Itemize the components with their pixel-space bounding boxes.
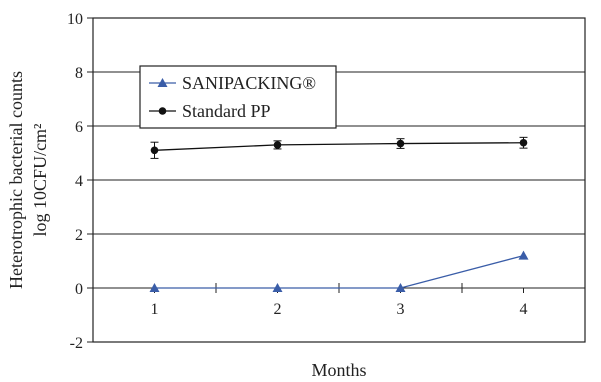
x-tick-label: 1: [151, 301, 159, 318]
data-point-circle: [150, 146, 159, 155]
y-tick-label: 2: [75, 227, 83, 244]
legend-item-2: Standard PP: [149, 101, 271, 121]
legend-label: SANIPACKING®: [182, 73, 316, 93]
data-point-triangle: [518, 250, 529, 260]
series-line: [154, 142, 524, 151]
x-axis-label: Months: [311, 360, 366, 380]
y-tick-label: 0: [75, 281, 83, 298]
x-tick-label: 3: [397, 301, 405, 318]
data-point-circle: [396, 139, 405, 148]
data-point-circle: [519, 138, 528, 147]
series-line: [154, 254, 524, 289]
legend-box: [139, 65, 337, 129]
series-1: [149, 250, 529, 292]
x-tick-label: 4: [520, 301, 528, 318]
y-tick-label: 8: [75, 65, 83, 82]
y-tick-label: 6: [75, 119, 83, 136]
y-tick-label: -2: [70, 335, 83, 352]
data-point-triangle: [272, 283, 283, 292]
x-tick-label: 2: [274, 301, 282, 318]
y-tick-label: 10: [67, 11, 83, 28]
legend-item-1: SANIPACKING®: [149, 73, 316, 93]
y-axis-label-line1: Heterotrophic bacterial counts: [6, 71, 26, 289]
legend: SANIPACKING® Standard PP: [139, 65, 337, 129]
data-point-triangle: [149, 283, 160, 292]
y-axis-label-line2: log 10CFU/cm²: [30, 124, 50, 237]
legend-label: Standard PP: [182, 101, 271, 121]
data-point-triangle: [157, 78, 168, 87]
data-point-circle: [273, 141, 282, 149]
y-axis-ticks: -2 0 2 4 6 8 10: [67, 11, 93, 352]
data-point-triangle: [395, 283, 406, 292]
series-2: [150, 136, 528, 159]
y-tick-label: 4: [75, 173, 83, 190]
series-layer: [149, 136, 529, 292]
data-point-circle: [158, 107, 167, 115]
